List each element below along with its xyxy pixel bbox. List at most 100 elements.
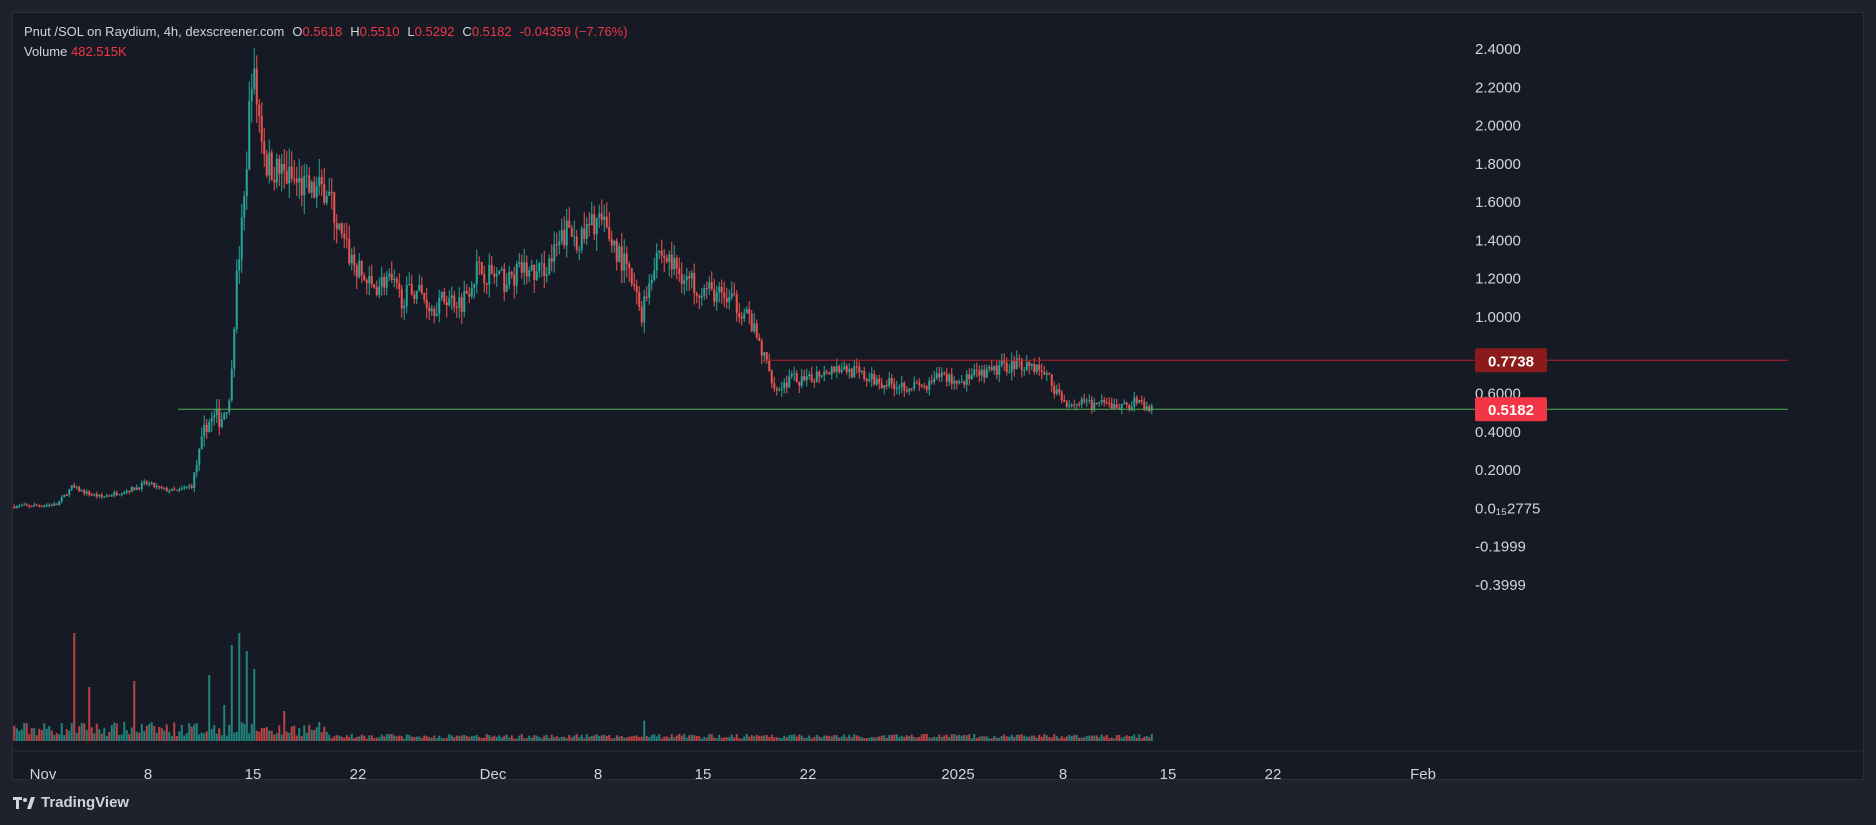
volume-bar (790, 734, 793, 741)
candle-body (995, 365, 998, 375)
volume-bar (240, 722, 243, 741)
candle-body (630, 268, 633, 284)
candle-body (1025, 361, 1028, 370)
volume-bar (628, 736, 631, 741)
volume-bar (455, 735, 458, 741)
candle-body (238, 259, 241, 271)
volume-bar (168, 731, 171, 741)
volume-bar (1105, 734, 1108, 741)
volume-bar (1013, 737, 1016, 741)
chart-legend: Pnut /SOL on Raydium, 4h, dexscreener.co… (24, 22, 636, 62)
candle-body (688, 276, 691, 279)
volume-bar (870, 736, 873, 741)
candle-body (678, 268, 681, 274)
volume-bar (305, 732, 308, 741)
volume-bar (918, 736, 921, 741)
candle-body (580, 228, 583, 250)
volume-bar (650, 734, 653, 741)
line-price-badge (1475, 348, 1547, 373)
volume-bar (760, 735, 763, 741)
volume-bar (158, 727, 161, 741)
volume-bar (443, 738, 446, 741)
volume-bar (200, 732, 203, 741)
volume-bar (345, 735, 348, 741)
candle-body (480, 262, 483, 275)
candle-body (1040, 370, 1043, 373)
volume-bar (385, 734, 388, 741)
candle-body (823, 371, 826, 376)
volume-bar (170, 735, 173, 741)
y-tick-label: 1.0000 (1475, 309, 1521, 326)
candle-body (440, 291, 443, 299)
x-tick-label: 15 (245, 766, 262, 780)
candle-body (708, 282, 711, 289)
candle-body (1035, 364, 1038, 372)
candle-body (715, 292, 718, 302)
volume-bar (1068, 734, 1071, 741)
candle-body (998, 365, 1001, 375)
volume-bar (295, 735, 298, 741)
candlestick-chart[interactable]: 2.4000 2.2000 2.0000 1.8000 1.6000 1.4000 1.20… (13, 13, 1864, 780)
candle-body (1103, 400, 1106, 403)
candle-body (195, 465, 198, 473)
candle-body (780, 388, 783, 390)
volume-bar (665, 736, 668, 741)
candle-body (340, 223, 343, 234)
volume-bar (68, 730, 71, 741)
volume-bar (1043, 734, 1046, 741)
volume-bar (885, 737, 888, 741)
volume-label[interactable]: Volume (24, 44, 68, 59)
candle-body (945, 373, 948, 382)
candle-body (60, 497, 63, 502)
volume-bar (888, 735, 891, 741)
volume-bar (438, 735, 441, 741)
volume-bar (33, 728, 36, 741)
candle-body (428, 307, 431, 312)
candle-body (25, 504, 28, 506)
candle-body (68, 489, 71, 496)
volume-bar (775, 737, 778, 741)
candle-body (603, 216, 606, 220)
candle-body (453, 295, 456, 308)
volume-bar (465, 735, 468, 741)
y-tick-label: 2.4000 (1475, 41, 1521, 58)
candle-body (620, 246, 623, 271)
candle-body (545, 274, 548, 277)
tradingview-brand[interactable]: TradingView (13, 794, 129, 811)
volume-bar (973, 733, 976, 741)
candle-body (263, 141, 266, 155)
symbol-title[interactable]: Pnut /SOL on Raydium, 4h, dexscreener.co… (24, 24, 285, 39)
volume-bar (590, 736, 593, 741)
volume-bar (670, 734, 673, 741)
candle-body (70, 485, 73, 490)
volume-bar (18, 730, 21, 741)
volume-bar (353, 738, 356, 741)
volume-bar (830, 736, 833, 741)
candle-body (420, 284, 423, 294)
y-tick-label: -0.1999 (1475, 539, 1526, 556)
candle-body (705, 287, 708, 289)
y-tick-label: 0.2000 (1475, 462, 1521, 479)
volume-bar (995, 737, 998, 741)
volume-bar (593, 735, 596, 741)
candle-body (610, 239, 613, 246)
candle-body (905, 389, 908, 392)
candle-body (835, 366, 838, 372)
volume-bar (773, 737, 776, 741)
candle-body (470, 287, 473, 297)
volume-bar (185, 732, 188, 741)
candle-body (953, 380, 956, 384)
candle-body (215, 408, 218, 416)
volume-bar (1038, 734, 1041, 741)
volume-bar (895, 734, 898, 741)
candle-body (1150, 405, 1153, 411)
volume-bar (498, 735, 501, 741)
volume-bar (155, 732, 158, 741)
candle-body (690, 272, 693, 279)
volume-bar (858, 736, 861, 741)
volume-bar (823, 735, 826, 741)
candle-body (515, 264, 518, 286)
candle-body (300, 177, 303, 196)
chart-pane[interactable]: 2.4000 2.2000 2.0000 1.8000 1.6000 1.4000 1.20… (12, 12, 1864, 780)
volume-bar (983, 736, 986, 741)
